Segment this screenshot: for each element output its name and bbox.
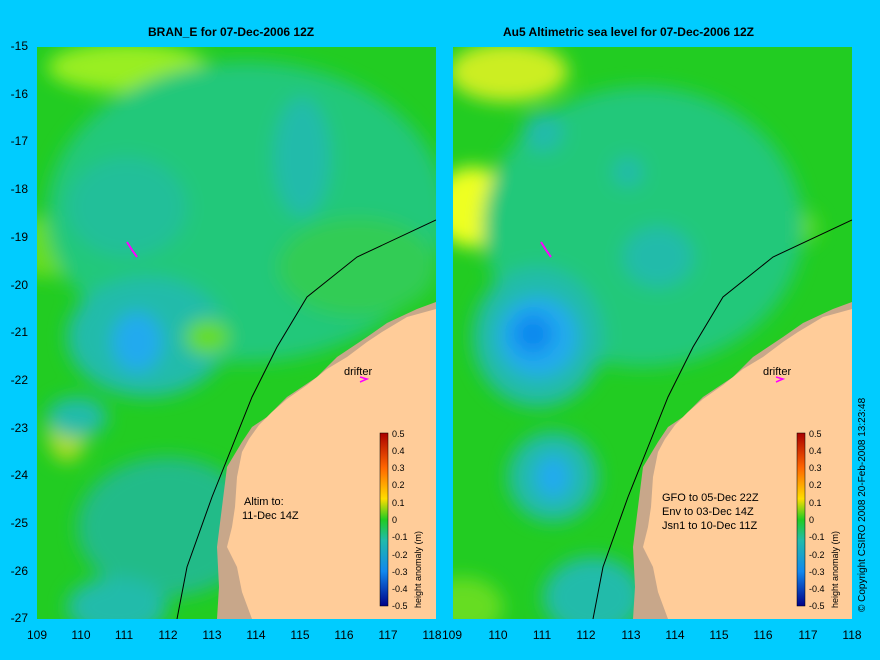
lon-tick: 112	[576, 628, 596, 642]
colorbar-tick: 0.5	[809, 429, 822, 439]
left-panel-title: BRAN_E for 07-Dec-2006 12Z	[148, 25, 315, 39]
left-map-panel: drifter Altim to: 11-Dec 14Z	[37, 47, 436, 619]
right-anomaly-field	[453, 47, 818, 619]
left-anomaly-field	[37, 47, 436, 619]
info-line-jsn1: Jsn1 to 10-Dec 11Z	[662, 520, 757, 532]
lon-tick: 110	[488, 628, 508, 642]
depth-contour	[176, 219, 436, 619]
colorbar-tick: -0.2	[809, 550, 825, 560]
lon-tick: 115	[709, 628, 729, 642]
colorbar-tick: -0.1	[809, 532, 825, 542]
colorbar-tick: 0.4	[809, 446, 822, 456]
right-colorbar: 0.5 0.4 0.3 0.2 0.1 0 -0.1 -0.2 -0.3 -0.…	[796, 429, 840, 611]
lon-tick: 114	[246, 628, 266, 642]
lon-tick: 110	[71, 628, 91, 642]
lon-tick: 114	[665, 628, 685, 642]
lat-tick: -19	[10, 230, 28, 244]
altim-label-line2: 11-Dec 14Z	[242, 510, 299, 522]
drifter-arrow-icon	[775, 376, 786, 383]
altim-label-line1: Altim to:	[244, 496, 284, 508]
colorbar-tick: 0.4	[392, 446, 405, 456]
lon-tick-gap: 109	[442, 628, 463, 642]
colorbar-tick: 0.3	[392, 463, 405, 473]
lat-tick: -25	[10, 516, 28, 530]
right-map-panel: drifter GFO to 05-Dec 22Z Env to 03-Dec …	[453, 47, 852, 619]
lat-tick: -20	[10, 278, 28, 292]
drifter-track	[126, 241, 138, 258]
lon-tick: 115	[290, 628, 310, 642]
colorbar-tick: -0.1	[392, 532, 408, 542]
colorbar-tick: 0.1	[392, 498, 405, 508]
info-line-env: Env to 03-Dec 14Z	[662, 506, 754, 518]
colorbar-tick: -0.4	[809, 584, 825, 594]
lat-tick: -23	[10, 421, 28, 435]
colorbar-tick: 0.2	[809, 480, 822, 490]
colorbar-label: height anomaly (m)	[413, 531, 423, 608]
lon-tick: 116	[753, 628, 773, 642]
colorbar-label: height anomaly (m)	[830, 531, 840, 608]
lon-tick: 109	[26, 628, 48, 642]
lon-tick: 117	[378, 628, 398, 642]
lon-tick: 113	[202, 628, 222, 642]
lon-tick: 113	[621, 628, 641, 642]
colorbar-tick: 0.5	[392, 429, 405, 439]
lon-tick: 111	[114, 628, 134, 642]
info-line-gfo: GFO to 05-Dec 22Z	[662, 492, 759, 504]
lat-tick: -17	[10, 134, 28, 148]
lat-tick: -27	[10, 611, 28, 625]
colorbar-tick: -0.4	[392, 584, 408, 594]
colorbar-tick: 0	[392, 515, 397, 525]
colorbar-tick: -0.5	[809, 601, 825, 611]
colorbar-tick: -0.5	[392, 601, 408, 611]
colorbar-tick: -0.2	[392, 550, 408, 560]
colorbar-tick: 0.1	[809, 498, 822, 508]
lon-tick: 116	[334, 628, 354, 642]
lat-tick: -22	[10, 373, 28, 387]
depth-contour	[592, 219, 852, 619]
copyright-text: © Copyright CSIRO 2008 20-Feb-2008 13:23…	[857, 397, 868, 612]
lon-tick: 111	[532, 628, 552, 642]
drifter-label: drifter	[763, 366, 791, 378]
drifter-arrow-icon	[359, 376, 370, 383]
lat-tick: -18	[10, 182, 28, 196]
lon-tick: 117	[798, 628, 818, 642]
right-panel-title: Au5 Altimetric sea level for 07-Dec-2006…	[503, 25, 755, 39]
lat-tick: -16	[10, 87, 28, 101]
colorbar-tick: 0	[809, 515, 814, 525]
lon-tick: 118	[842, 628, 862, 642]
lon-tick: 118	[422, 628, 442, 642]
colorbar-tick: 0.3	[809, 463, 822, 473]
colorbar-tick: -0.3	[392, 567, 408, 577]
lat-tick: -21	[10, 325, 28, 339]
colorbar-tick: 0.2	[392, 480, 405, 490]
drifter-label: drifter	[344, 366, 372, 378]
lat-tick: -15	[10, 39, 28, 53]
lat-tick: -26	[10, 564, 28, 578]
lat-tick: -24	[10, 468, 28, 482]
drifter-track	[540, 241, 552, 258]
left-colorbar: 0.5 0.4 0.3 0.2 0.1 0 -0.1 -0.2 -0.3 -0.…	[379, 429, 423, 611]
colorbar-tick: -0.3	[809, 567, 825, 577]
lon-tick: 112	[158, 628, 178, 642]
